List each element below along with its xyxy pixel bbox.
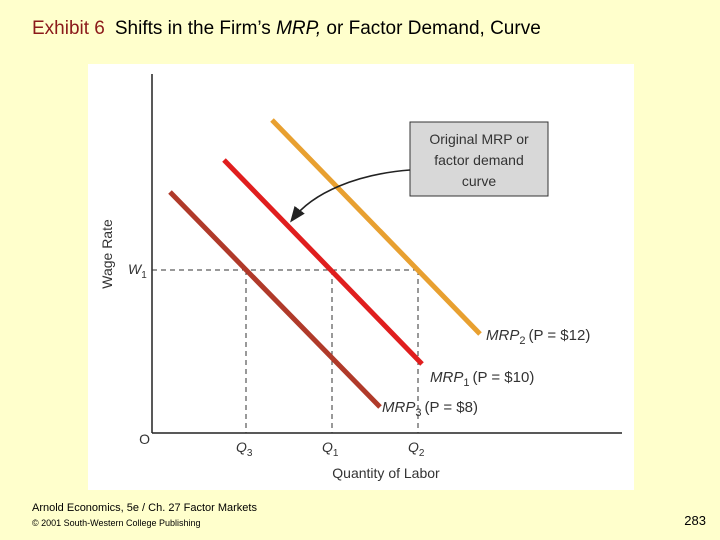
annotation-box bbox=[409, 121, 549, 197]
origin-label: O bbox=[139, 431, 150, 447]
mrp2-curve bbox=[270, 118, 482, 336]
w1-tick-text: W1 bbox=[128, 261, 147, 281]
mrp2-label: MRP2 (P = $12) bbox=[486, 327, 590, 347]
exhibit-label: Exhibit 6 bbox=[32, 18, 105, 39]
footer-copyright: © 2001 South-Western College Publishing bbox=[32, 518, 201, 528]
mrp1-label-price: (P = $10) bbox=[472, 369, 534, 386]
title-text-2: or Factor Demand, Curve bbox=[321, 18, 541, 39]
x-axis-label: Quantity of Labor bbox=[332, 465, 440, 481]
mrp3-label-price: (P = $8) bbox=[424, 399, 478, 416]
annotation-line-1: Original MRP or bbox=[429, 131, 529, 147]
mrp3-label-mrp: MRP bbox=[382, 399, 415, 416]
mrp2-label-sub: 2 bbox=[519, 335, 525, 347]
mrp1-label-sub: 1 bbox=[463, 377, 469, 389]
mrp1-label-mrp: MRP bbox=[430, 369, 463, 386]
mrp1-curve bbox=[222, 158, 424, 366]
w1-tick-label: W1 bbox=[128, 261, 147, 281]
mrp3-label: MRP3 (P = $8) bbox=[382, 399, 478, 419]
page-number: 283 bbox=[684, 513, 706, 528]
q2-tick-label: Q2 bbox=[408, 439, 425, 459]
mrp3-label-sub: 3 bbox=[415, 407, 421, 419]
slide-title: Exhibit 6 Shifts in the Firm’s MRP, or Fa… bbox=[32, 18, 541, 40]
title-text-italic: MRP, bbox=[276, 18, 322, 39]
y-axis-label: Wage Rate bbox=[99, 219, 115, 289]
annotation-line-3: curve bbox=[462, 173, 496, 189]
q1-tick-label: Q1 bbox=[322, 439, 339, 459]
mrp-diagram: Original MRP or factor demand curve Wage… bbox=[99, 74, 622, 481]
annotation-arrow bbox=[290, 169, 411, 223]
annotation-line-2: factor demand bbox=[434, 152, 524, 168]
figure-panel: Original MRP or factor demand curve Wage… bbox=[88, 64, 634, 490]
mrp3-curve bbox=[168, 190, 382, 409]
mrp2-label-mrp: MRP bbox=[486, 327, 519, 344]
mrp2-label-price: (P = $12) bbox=[528, 327, 590, 344]
q3-tick-label: Q3 bbox=[236, 439, 253, 459]
mrp1-label: MRP1 (P = $10) bbox=[430, 369, 534, 389]
footer-source: Arnold Economics, 5e / Ch. 27 Factor Mar… bbox=[32, 502, 257, 514]
title-text-1: Shifts in the Firm’s bbox=[114, 18, 277, 39]
